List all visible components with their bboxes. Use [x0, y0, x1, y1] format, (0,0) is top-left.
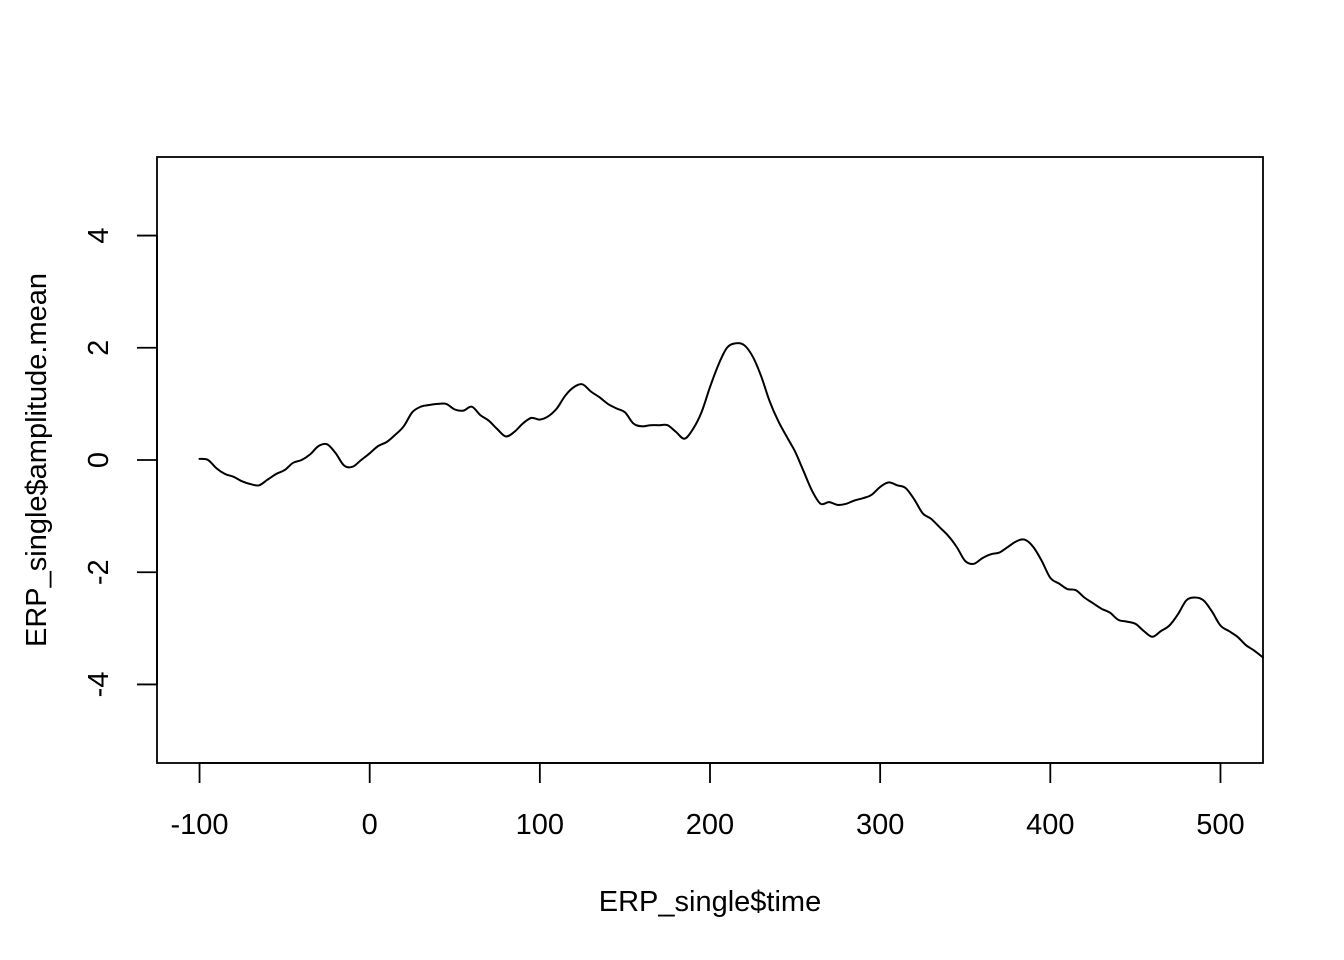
x-tick-label: 100	[516, 809, 564, 841]
x-tick-label: 500	[1196, 809, 1244, 841]
y-tick-label: -4	[83, 672, 115, 698]
x-tick-label: 400	[1026, 809, 1074, 841]
x-tick-label: 0	[362, 809, 378, 841]
y-axis-label: ERP_single$amplitude.mean	[21, 273, 53, 647]
x-tick-label: 200	[686, 809, 734, 841]
y-tick-label: 0	[83, 452, 115, 468]
y-axis: -4 -2 0 2 4	[83, 227, 158, 698]
x-tick-label: -100	[171, 809, 229, 841]
x-tick-label: 300	[856, 809, 904, 841]
x-axis: -100 0 100 200 300 400 500	[171, 762, 1245, 841]
y-tick-label: -2	[83, 559, 115, 585]
y-tick-label: 4	[83, 227, 115, 243]
y-tick-label: 2	[83, 340, 115, 356]
x-axis-label: ERP_single$time	[599, 886, 821, 918]
series-line	[198, 342, 1264, 659]
plot-area-frame	[156, 156, 1264, 764]
